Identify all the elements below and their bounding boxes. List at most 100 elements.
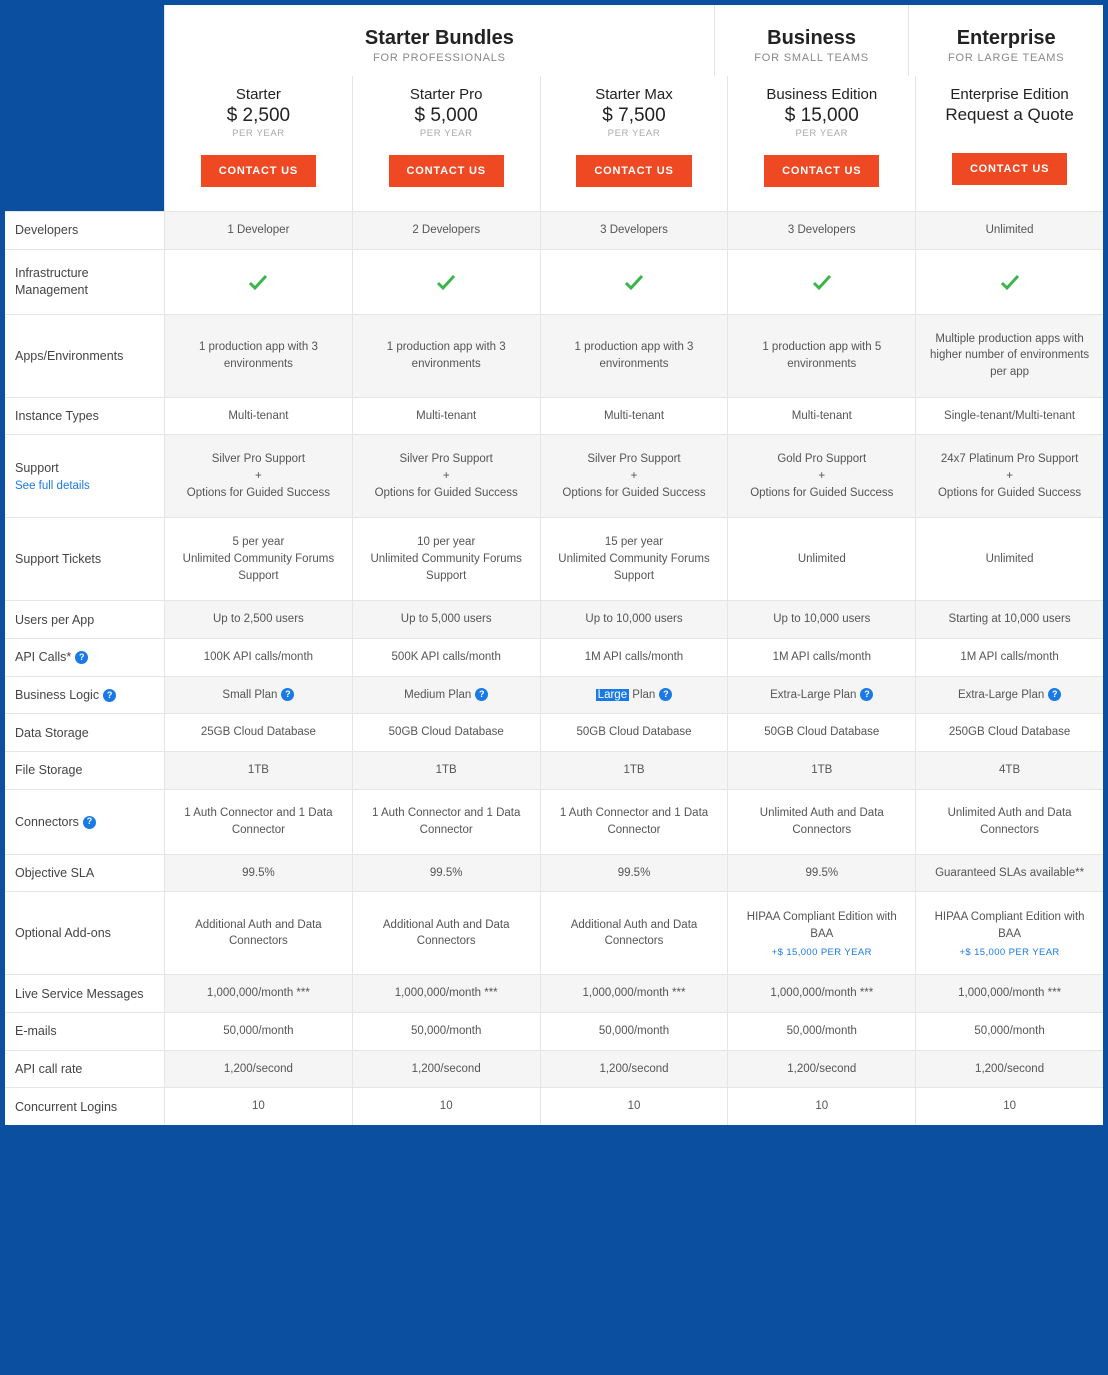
feature-label-cell: Connectors? xyxy=(5,790,165,854)
feature-value-cell: Up to 10,000 users xyxy=(541,601,729,638)
feature-value-cell: Additional Auth and Data Connectors xyxy=(541,892,729,974)
feature-value-cell: Unlimited xyxy=(916,518,1103,600)
info-icon[interactable]: ? xyxy=(103,689,116,702)
feature-value-cell: 1,200/second xyxy=(541,1051,729,1088)
feature-value: Guaranteed SLAs available** xyxy=(935,865,1084,882)
feature-value: Medium Plan? xyxy=(404,687,488,704)
feature-value: Small Plan? xyxy=(222,687,294,704)
feature-value-cell: 1 production app with 5 environments xyxy=(728,315,916,397)
group-header-spacer xyxy=(5,5,165,76)
feature-value-cell: 99.5% xyxy=(728,855,916,892)
contact-us-button[interactable]: CONTACT US xyxy=(576,155,691,187)
feature-value: Silver Pro Support+Options for Guided Su… xyxy=(562,451,705,501)
feature-value-cell: 3 Developers xyxy=(541,212,729,249)
plan-price: $ 5,000 xyxy=(414,105,477,127)
feature-row: Business Logic?Small Plan?Medium Plan?La… xyxy=(5,676,1103,714)
feature-label-cell: Infrastructure Management xyxy=(5,250,165,314)
feature-row: SupportSee full detailsSilver Pro Suppor… xyxy=(5,434,1103,517)
contact-us-button[interactable]: CONTACT US xyxy=(764,155,879,187)
feature-value: 1 production app with 3 environments xyxy=(171,339,346,372)
contact-us-button[interactable]: CONTACT US xyxy=(201,155,316,187)
feature-value: Large Plan? xyxy=(596,687,673,704)
feature-value: Additional Auth and Data Connectors xyxy=(547,917,722,950)
feature-value: Extra-Large Plan? xyxy=(958,687,1061,704)
feature-value: 1TB xyxy=(623,762,644,779)
feature-label: Users per App xyxy=(15,612,154,628)
feature-value-cell xyxy=(916,250,1103,314)
plan-header: Business Edition$ 15,000PER YEARCONTACT … xyxy=(728,76,916,211)
feature-value-cell: 1TB xyxy=(165,752,353,789)
feature-value: 99.5% xyxy=(805,865,838,882)
feature-label-cell: Concurrent Logins xyxy=(5,1088,165,1125)
feature-value: 1M API calls/month xyxy=(773,649,871,666)
checkmark-icon xyxy=(998,270,1022,294)
plan-name: Enterprise Edition xyxy=(950,86,1068,103)
feature-row: Developers1 Developer2 Developers3 Devel… xyxy=(5,211,1103,249)
feature-value-cell: Multi-tenant xyxy=(728,398,916,435)
feature-value: 1 production app with 5 environments xyxy=(734,339,909,372)
plan-name: Starter xyxy=(236,86,281,103)
feature-value: Up to 10,000 users xyxy=(773,611,870,628)
feature-label: Data Storage xyxy=(15,725,154,741)
feature-value-cell: 15 per yearUnlimited Community Forums Su… xyxy=(541,518,729,600)
feature-value-cell: 100K API calls/month xyxy=(165,639,353,676)
feature-value: 10 xyxy=(815,1098,828,1115)
feature-value-cell: 10 xyxy=(541,1088,729,1125)
info-icon[interactable]: ? xyxy=(83,816,96,829)
feature-value: 1,200/second xyxy=(787,1061,856,1078)
feature-value: 99.5% xyxy=(430,865,463,882)
info-icon[interactable]: ? xyxy=(1048,688,1061,701)
feature-value-cell: 250GB Cloud Database xyxy=(916,714,1103,751)
feature-value-cell: 1 Auth Connector and 1 Data Connector xyxy=(541,790,729,854)
feature-label: API Calls*? xyxy=(15,649,154,665)
feature-label-cell: E-mails xyxy=(5,1013,165,1050)
info-icon[interactable]: ? xyxy=(860,688,873,701)
feature-value: 1,000,000/month *** xyxy=(770,985,873,1002)
contact-us-button[interactable]: CONTACT US xyxy=(952,153,1067,185)
feature-row: Support Tickets5 per yearUnlimited Commu… xyxy=(5,517,1103,600)
feature-value: Unlimited Auth and Data Connectors xyxy=(734,805,909,838)
feature-value: Unlimited xyxy=(798,551,846,568)
feature-label-cell: Developers xyxy=(5,212,165,249)
feature-value-cell: 99.5% xyxy=(353,855,541,892)
plan-header: Starter Pro$ 5,000PER YEARCONTACT US xyxy=(353,76,541,211)
feature-value-cell: 1 Auth Connector and 1 Data Connector xyxy=(353,790,541,854)
info-icon[interactable]: ? xyxy=(475,688,488,701)
feature-value: Silver Pro Support+Options for Guided Su… xyxy=(375,451,518,501)
feature-value: 1 production app with 3 environments xyxy=(547,339,722,372)
feature-value: Multiple production apps with higher num… xyxy=(922,331,1097,381)
feature-value-cell: 1 production app with 3 environments xyxy=(353,315,541,397)
plan-header-row: Starter$ 2,500PER YEARCONTACT USStarter … xyxy=(5,76,1103,211)
info-icon[interactable]: ? xyxy=(281,688,294,701)
feature-value: 1,000,000/month *** xyxy=(207,985,310,1002)
feature-value: 99.5% xyxy=(242,865,275,882)
group-header: EnterpriseFOR LARGE TEAMS xyxy=(909,5,1103,76)
feature-value-cell: Multi-tenant xyxy=(541,398,729,435)
feature-value-cell: 24x7 Platinum Pro Support+Options for Gu… xyxy=(916,435,1103,517)
feature-value-cell: Guaranteed SLAs available** xyxy=(916,855,1103,892)
feature-value-cell: Unlimited xyxy=(916,212,1103,249)
group-subtitle: FOR PROFESSIONALS xyxy=(173,52,706,64)
feature-value-cell: Additional Auth and Data Connectors xyxy=(353,892,541,974)
feature-label-cell: Live Service Messages xyxy=(5,975,165,1012)
highlighted-text: Large xyxy=(596,689,629,701)
feature-value-cell: Medium Plan? xyxy=(353,677,541,714)
contact-us-button[interactable]: CONTACT US xyxy=(389,155,504,187)
feature-value: 1,200/second xyxy=(412,1061,481,1078)
feature-value: 99.5% xyxy=(618,865,651,882)
info-icon[interactable]: ? xyxy=(659,688,672,701)
group-title: Starter Bundles xyxy=(173,27,706,50)
info-icon[interactable]: ? xyxy=(75,651,88,664)
feature-value-cell: 4TB xyxy=(916,752,1103,789)
see-full-details-link[interactable]: See full details xyxy=(15,480,154,492)
feature-value: Starting at 10,000 users xyxy=(949,611,1071,628)
feature-value-cell: 99.5% xyxy=(541,855,729,892)
feature-value-cell: Unlimited xyxy=(728,518,916,600)
feature-value-cell: 50GB Cloud Database xyxy=(353,714,541,751)
feature-value-cell: 25GB Cloud Database xyxy=(165,714,353,751)
feature-label-cell: Optional Add-ons xyxy=(5,892,165,974)
feature-row: API call rate1,200/second1,200/second1,2… xyxy=(5,1050,1103,1088)
feature-value-cell: 1,200/second xyxy=(916,1051,1103,1088)
plan-price: $ 15,000 xyxy=(785,105,859,127)
feature-value-cell: 10 per yearUnlimited Community Forums Su… xyxy=(353,518,541,600)
